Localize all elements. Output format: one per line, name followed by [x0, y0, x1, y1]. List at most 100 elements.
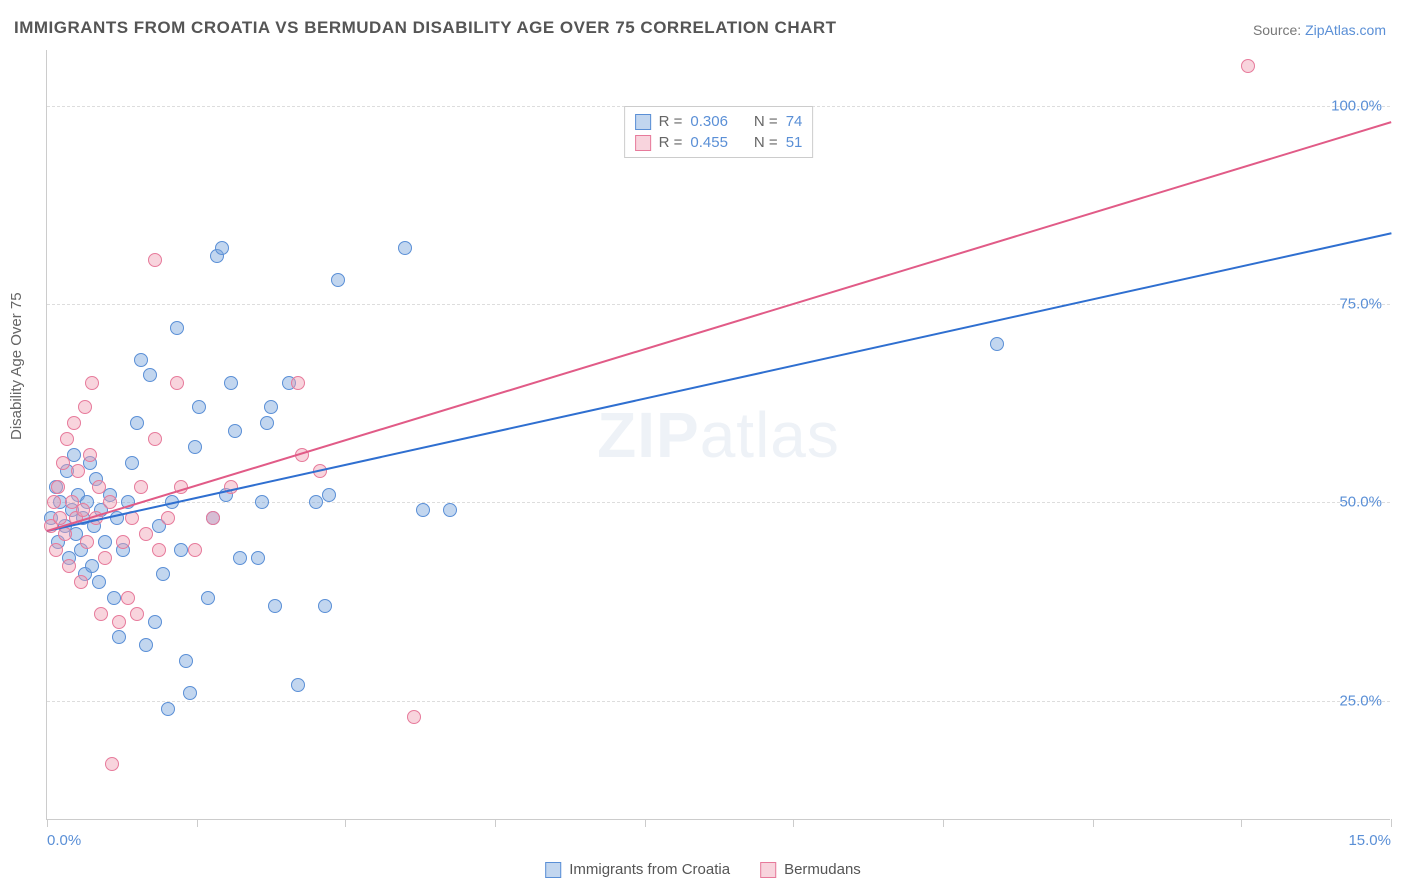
bottom-legend-swatch-b	[760, 862, 776, 878]
scatter-point	[47, 495, 61, 509]
source-attribution: Source: ZipAtlas.com	[1253, 22, 1386, 38]
bottom-legend: Immigrants from Croatia Bermudans	[545, 861, 861, 878]
x-tick	[197, 819, 198, 827]
bottom-legend-item-a: Immigrants from Croatia	[545, 861, 730, 878]
scatter-point	[183, 686, 197, 700]
scatter-point	[188, 543, 202, 557]
legend-r-label-a: R =	[659, 113, 683, 130]
chart-title: IMMIGRANTS FROM CROATIA VS BERMUDAN DISA…	[14, 18, 837, 38]
scatter-point	[107, 591, 121, 605]
scatter-point	[58, 527, 72, 541]
scatter-point	[83, 448, 97, 462]
scatter-point	[206, 511, 220, 525]
legend-r-value-b: 0.455	[690, 134, 728, 151]
plot-area: ZIPatlas R = 0.306 N = 74 R = 0.455 N = …	[46, 50, 1390, 820]
legend-r-value-a: 0.306	[690, 113, 728, 130]
scatter-point	[291, 376, 305, 390]
scatter-point	[49, 543, 63, 557]
scatter-point	[103, 495, 117, 509]
legend-swatch-series-b	[635, 135, 651, 151]
correlation-legend: R = 0.306 N = 74 R = 0.455 N = 51	[624, 106, 814, 158]
legend-n-value-b: 51	[786, 134, 803, 151]
scatter-point	[139, 638, 153, 652]
scatter-point	[85, 559, 99, 573]
x-tick	[943, 819, 944, 827]
watermark: ZIPatlas	[597, 398, 840, 472]
scatter-point	[260, 416, 274, 430]
scatter-point	[322, 488, 336, 502]
scatter-point	[215, 241, 229, 255]
x-tick	[345, 819, 346, 827]
scatter-point	[112, 630, 126, 644]
scatter-point	[71, 464, 85, 478]
scatter-point	[174, 543, 188, 557]
gridline	[47, 502, 1390, 503]
scatter-point	[98, 551, 112, 565]
scatter-point	[116, 535, 130, 549]
scatter-point	[170, 376, 184, 390]
scatter-point	[331, 273, 345, 287]
source-link[interactable]: ZipAtlas.com	[1305, 22, 1386, 38]
x-tick	[47, 819, 48, 827]
scatter-point	[416, 503, 430, 517]
scatter-point	[268, 599, 282, 613]
scatter-point	[188, 440, 202, 454]
scatter-point	[85, 376, 99, 390]
scatter-point	[139, 527, 153, 541]
x-tick	[1093, 819, 1094, 827]
x-tick	[793, 819, 794, 827]
y-tick-label: 75.0%	[1339, 296, 1382, 313]
scatter-point	[74, 575, 88, 589]
scatter-point	[98, 535, 112, 549]
scatter-point	[156, 567, 170, 581]
y-tick-label: 100.0%	[1331, 97, 1382, 114]
scatter-point	[224, 376, 238, 390]
scatter-point	[318, 599, 332, 613]
legend-row-series-b: R = 0.455 N = 51	[635, 132, 803, 153]
gridline	[47, 701, 1390, 702]
bottom-legend-label-a: Immigrants from Croatia	[569, 861, 730, 878]
scatter-point	[143, 368, 157, 382]
scatter-point	[291, 678, 305, 692]
legend-n-label-a: N =	[754, 113, 778, 130]
scatter-point	[152, 543, 166, 557]
scatter-point	[407, 710, 421, 724]
x-tick	[1391, 819, 1392, 827]
scatter-point	[76, 503, 90, 517]
bottom-legend-swatch-a	[545, 862, 561, 878]
scatter-point	[80, 535, 94, 549]
scatter-point	[56, 456, 70, 470]
legend-n-label-b: N =	[754, 134, 778, 151]
scatter-point	[398, 241, 412, 255]
legend-n-value-a: 74	[786, 113, 803, 130]
scatter-point	[179, 654, 193, 668]
scatter-point	[201, 591, 215, 605]
scatter-point	[105, 757, 119, 771]
scatter-point	[255, 495, 269, 509]
scatter-point	[148, 432, 162, 446]
scatter-point	[228, 424, 242, 438]
scatter-point	[130, 416, 144, 430]
scatter-point	[990, 337, 1004, 351]
scatter-point	[170, 321, 184, 335]
legend-r-label-b: R =	[659, 134, 683, 151]
x-tick-label: 15.0%	[1348, 832, 1391, 849]
scatter-point	[1241, 59, 1255, 73]
y-axis-label: Disability Age Over 75	[8, 292, 25, 440]
source-label: Source:	[1253, 22, 1305, 38]
scatter-point	[94, 607, 108, 621]
gridline	[47, 304, 1390, 305]
legend-row-series-a: R = 0.306 N = 74	[635, 111, 803, 132]
scatter-point	[78, 400, 92, 414]
scatter-point	[161, 702, 175, 716]
scatter-point	[134, 480, 148, 494]
scatter-point	[92, 575, 106, 589]
scatter-point	[130, 607, 144, 621]
x-tick	[1241, 819, 1242, 827]
scatter-point	[60, 432, 74, 446]
scatter-point	[148, 253, 162, 267]
legend-swatch-series-a	[635, 114, 651, 130]
scatter-point	[112, 615, 126, 629]
y-tick-label: 50.0%	[1339, 494, 1382, 511]
scatter-point	[233, 551, 247, 565]
